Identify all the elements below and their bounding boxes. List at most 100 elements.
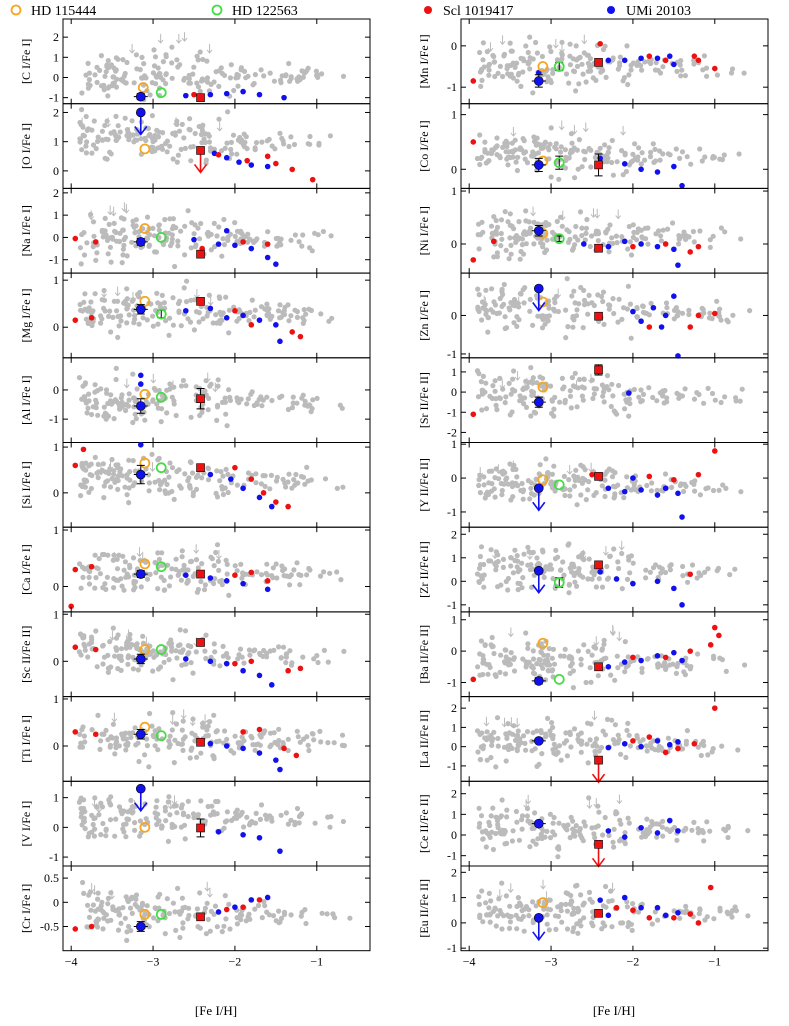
background-star <box>132 480 138 486</box>
background-star <box>139 54 145 61</box>
background-star <box>630 158 636 164</box>
scl-target-point <box>594 365 603 375</box>
background-star <box>599 647 605 653</box>
background-star <box>493 466 499 472</box>
background-star <box>507 307 513 313</box>
background-star <box>205 131 211 137</box>
background-star <box>234 482 240 488</box>
background-star <box>202 648 208 654</box>
background-star <box>180 736 186 742</box>
scl-target-point <box>594 243 603 253</box>
background-star <box>195 472 201 478</box>
background-star <box>642 225 648 231</box>
background-star <box>604 716 611 723</box>
umi-star-point <box>630 475 636 481</box>
background-star <box>216 224 222 230</box>
background-star <box>84 139 90 145</box>
background-star <box>149 135 155 141</box>
background-star <box>232 733 238 739</box>
background-star <box>231 87 237 94</box>
background-star <box>702 569 708 575</box>
background-star <box>523 630 529 636</box>
background-star <box>488 898 494 904</box>
background-star <box>296 239 302 245</box>
background-limit-arrow <box>558 120 565 131</box>
background-star <box>80 574 86 581</box>
scl-target-point <box>196 823 205 833</box>
background-star <box>537 462 543 468</box>
background-star <box>269 313 275 319</box>
background-star <box>115 666 121 672</box>
umi-star-point <box>675 739 681 745</box>
background-star <box>680 746 686 752</box>
background-star <box>187 755 193 761</box>
y-tick-label: 0.5 <box>44 871 59 885</box>
hd115444-point <box>139 821 151 833</box>
background-star <box>166 640 172 646</box>
background-star <box>115 135 121 141</box>
background-star <box>508 563 514 569</box>
background-star <box>514 819 520 825</box>
panel-4: -10[Al I/Fe I] <box>19 357 371 443</box>
background-star <box>306 306 312 312</box>
panel-9: -101[V I/Fe I] <box>19 780 371 867</box>
background-star <box>504 143 510 150</box>
umi-target-point <box>135 237 146 247</box>
background-star <box>276 737 282 744</box>
background-star <box>121 242 127 248</box>
background-star <box>123 407 129 414</box>
background-star <box>299 395 305 401</box>
background-star <box>559 39 565 45</box>
background-star <box>557 149 564 155</box>
background-star <box>725 834 731 841</box>
background-star <box>503 138 509 144</box>
background-star <box>89 727 95 733</box>
background-star <box>113 735 120 741</box>
background-star <box>137 818 143 824</box>
background-star <box>300 654 306 660</box>
background-star <box>712 397 718 403</box>
background-star <box>551 741 557 747</box>
umi-star-point <box>597 569 603 575</box>
hd115444-point <box>139 457 151 469</box>
background-star <box>567 41 573 47</box>
background-star <box>635 154 641 160</box>
background-star <box>508 391 514 397</box>
background-star <box>173 927 179 934</box>
background-star <box>144 214 151 220</box>
scl-star-point <box>72 644 79 650</box>
scl-target-point <box>196 249 205 259</box>
background-star <box>579 393 586 399</box>
background-star <box>547 811 554 817</box>
background-star <box>110 904 116 910</box>
background-star <box>82 380 88 386</box>
background-star <box>477 132 483 138</box>
background-star <box>578 892 584 898</box>
background-star <box>142 135 148 141</box>
background-star <box>203 931 209 937</box>
background-star <box>124 472 130 478</box>
y-tick-label: 2 <box>53 30 59 44</box>
background-star <box>95 890 101 896</box>
background-star <box>477 490 483 496</box>
background-star <box>522 740 528 747</box>
background-star <box>153 804 159 810</box>
background-star <box>120 57 126 63</box>
background-star <box>134 386 140 392</box>
background-star <box>185 651 191 657</box>
background-star <box>593 490 599 496</box>
background-star <box>281 311 288 318</box>
background-star <box>483 844 489 850</box>
y-tick-label: 1 <box>451 108 457 122</box>
background-star <box>531 138 538 145</box>
background-star <box>130 809 136 815</box>
umi-star-point <box>675 909 681 916</box>
background-star <box>142 752 148 758</box>
background-star <box>250 742 256 748</box>
background-star <box>499 880 505 886</box>
background-star <box>294 314 300 320</box>
background-star <box>179 121 185 127</box>
scl-target-point <box>594 908 603 918</box>
background-star <box>509 838 515 844</box>
background-star <box>170 295 176 301</box>
